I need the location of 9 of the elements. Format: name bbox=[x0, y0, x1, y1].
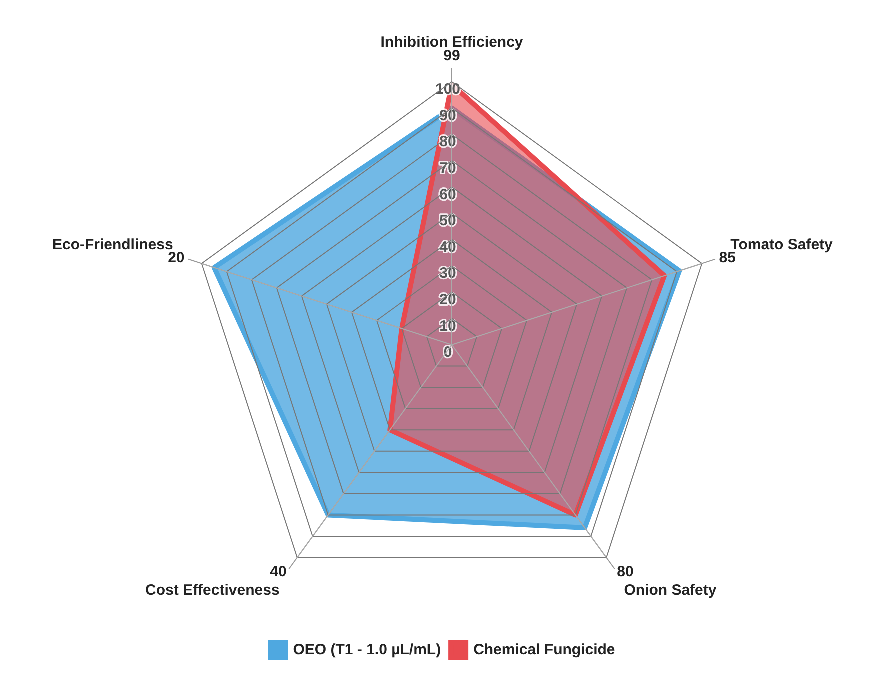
y-tick-label: 0 bbox=[444, 344, 452, 362]
legend-label: Chemical Fungicide bbox=[474, 642, 616, 659]
data-label: 85 bbox=[719, 249, 736, 266]
spoke-label: Onion Safety bbox=[624, 582, 718, 600]
spoke-label: Cost Effectiveness bbox=[146, 582, 280, 600]
data-label: 40 bbox=[270, 563, 287, 580]
legend-label: OEO (T1 - 1.0 µL/mL) bbox=[293, 642, 442, 659]
data-label: 80 bbox=[617, 563, 634, 580]
data-label: 20 bbox=[168, 249, 185, 266]
